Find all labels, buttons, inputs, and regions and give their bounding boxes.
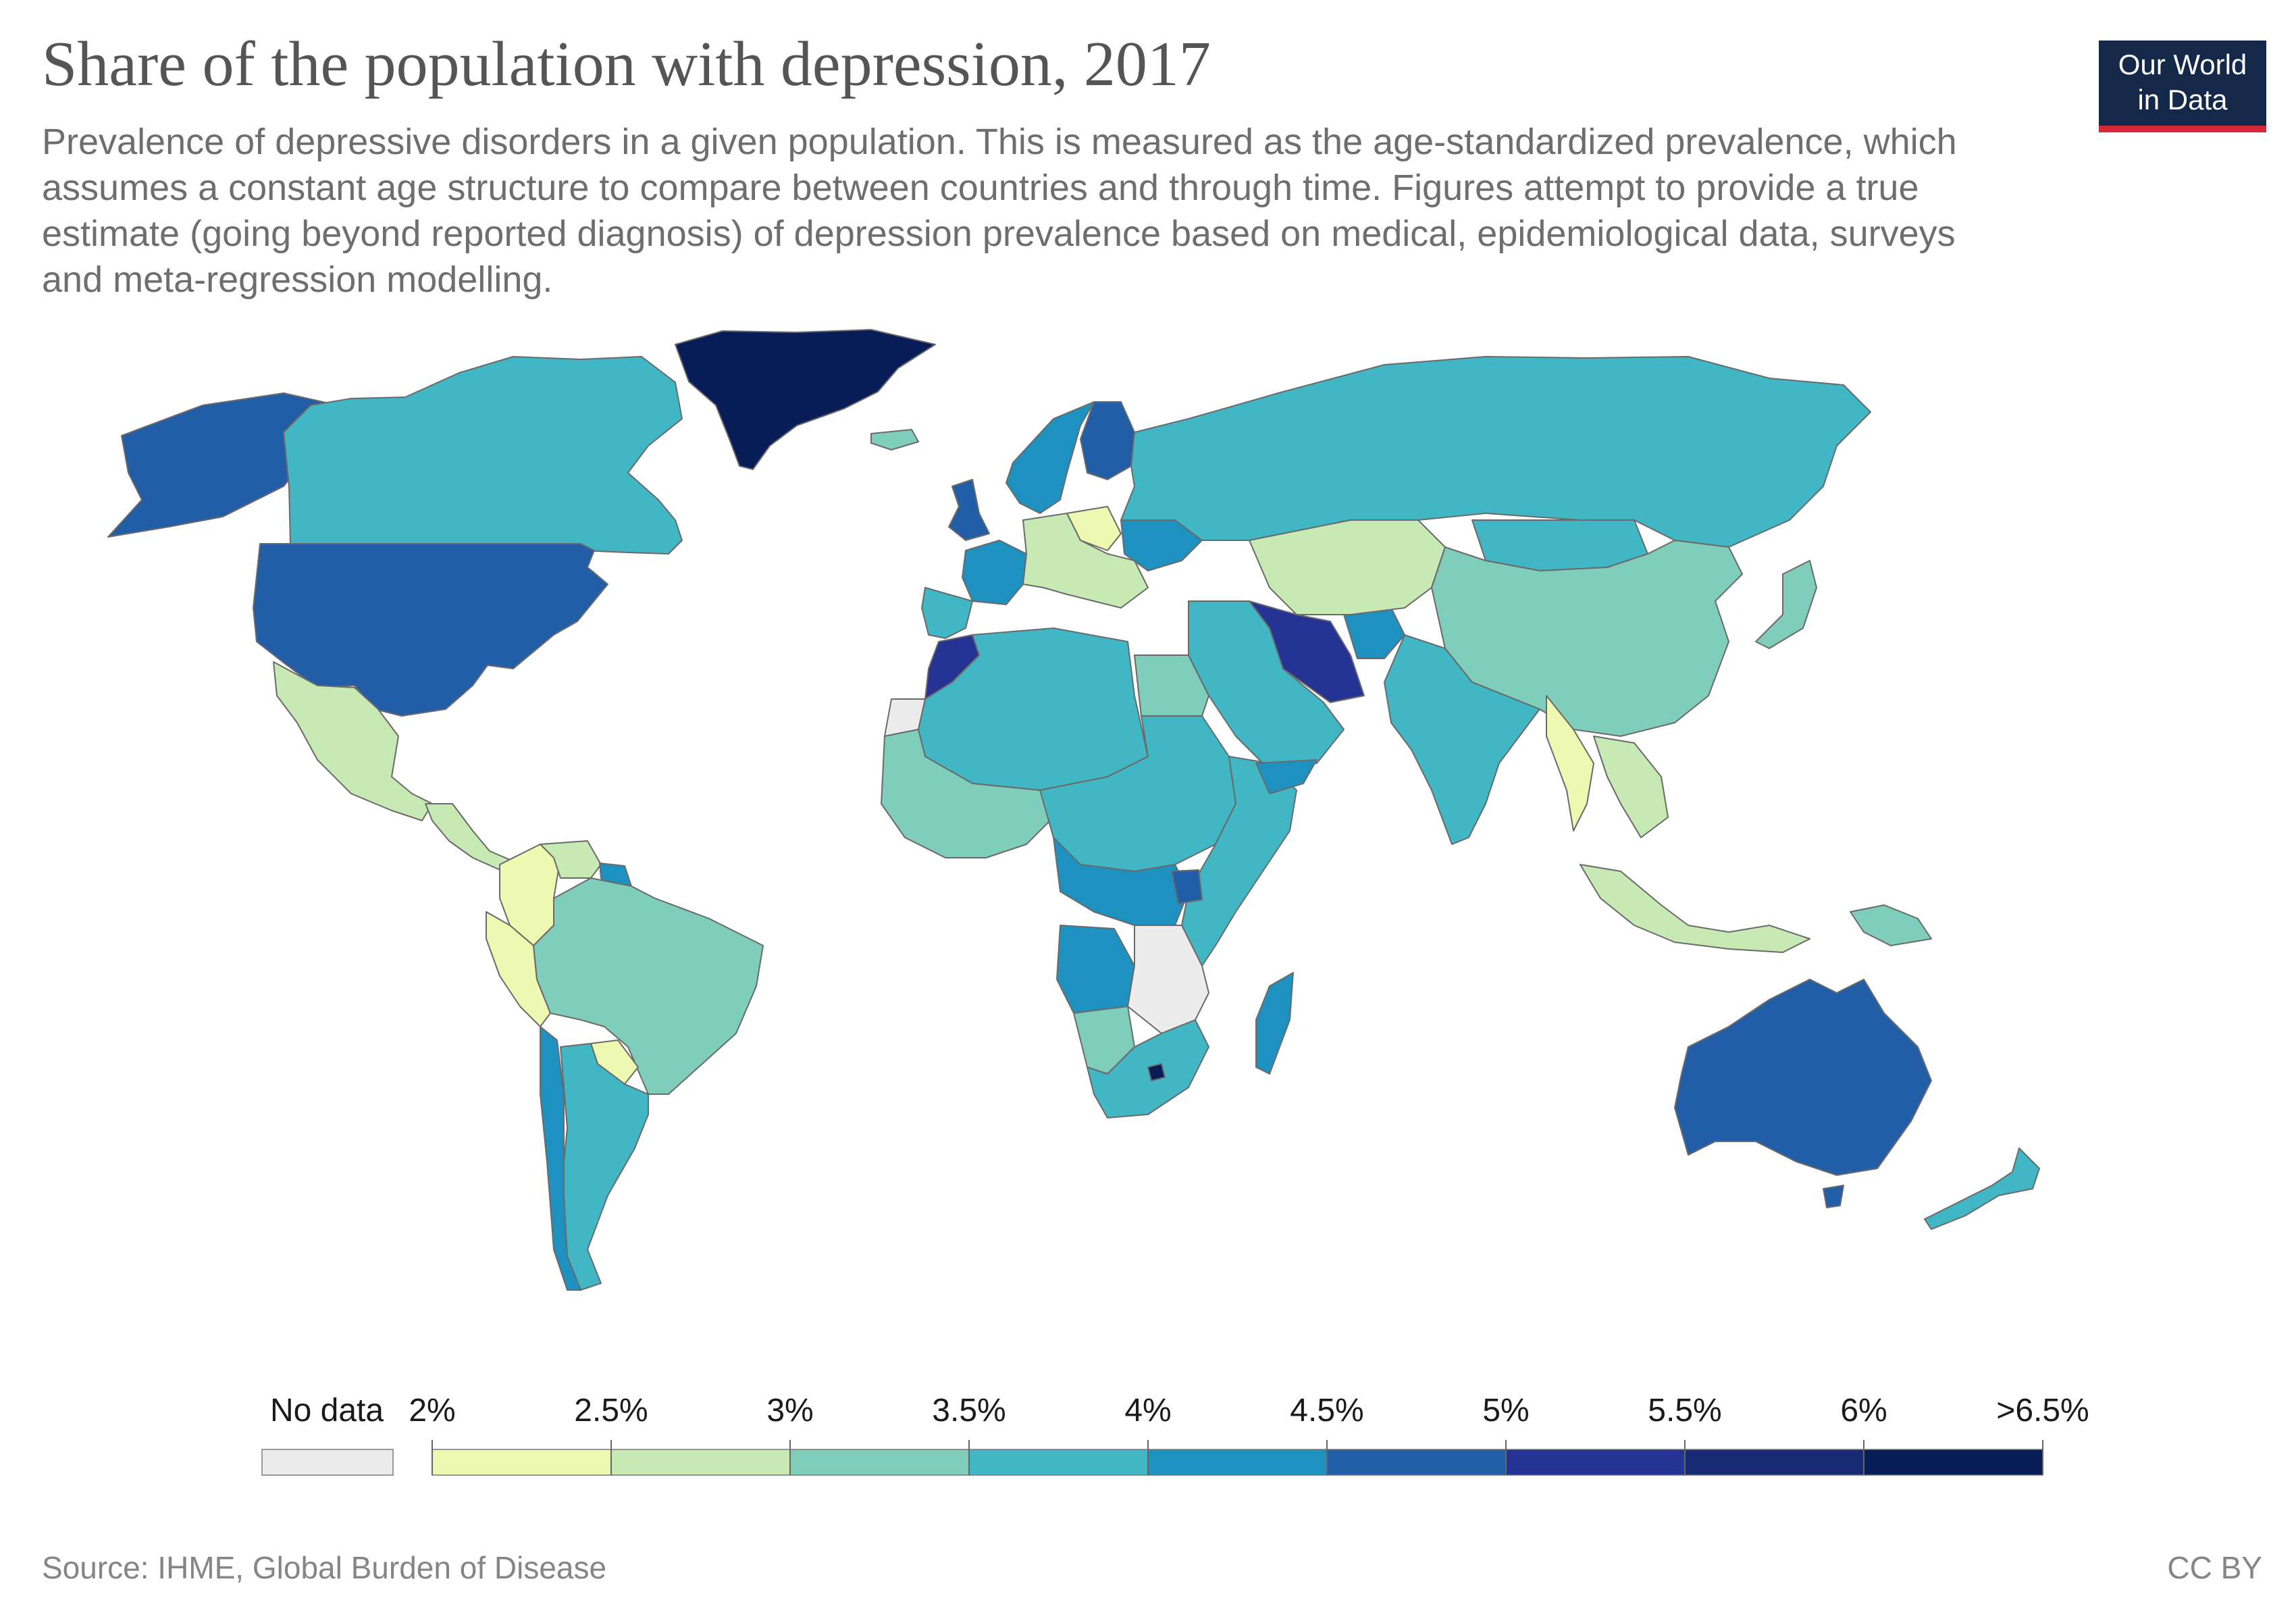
region-iran[interactable] [1249, 600, 1365, 703]
region-yemen[interactable] [1255, 759, 1317, 794]
region-france[interactable] [962, 540, 1027, 605]
region-australia[interactable] [1674, 979, 1932, 1176]
legend-bin[interactable] [1505, 1449, 1686, 1476]
legend-no-data-label: No data [270, 1393, 384, 1429]
legend-bin[interactable] [1863, 1449, 2043, 1476]
region-east-africa[interactable] [1181, 756, 1297, 967]
region-poland[interactable] [1066, 506, 1122, 551]
region-finland[interactable] [1080, 401, 1135, 480]
owid-logo[interactable]: Our World in Data [2099, 41, 2266, 132]
logo-line-1: Our World [2118, 49, 2247, 80]
legend-tick-label: 5.5% [1648, 1393, 1721, 1429]
region-chile[interactable] [540, 1026, 581, 1291]
region-madagascar[interactable] [1255, 972, 1294, 1075]
region-japan[interactable] [1755, 560, 1817, 649]
world-map [107, 329, 2040, 1291]
legend-bin[interactable] [610, 1449, 791, 1476]
region-papua-new-guinea[interactable] [1850, 904, 1932, 946]
region-new-zealand[interactable] [1924, 1148, 2040, 1230]
region-tasmania[interactable] [1823, 1185, 1844, 1208]
region-peru[interactable] [486, 911, 551, 1027]
legend-tick-label: 4.5% [1290, 1393, 1363, 1429]
region-india[interactable] [1384, 634, 1540, 845]
region-russia[interactable] [1120, 356, 1871, 548]
legend-bin[interactable] [968, 1449, 1149, 1476]
legend-tick-label: 6% [1840, 1393, 1887, 1429]
region-uganda[interactable] [1171, 869, 1203, 904]
region-united-states[interactable] [253, 543, 608, 717]
region-iberia[interactable] [921, 587, 973, 639]
region-southern-africa[interactable] [1127, 925, 1209, 1034]
region-iceland[interactable] [870, 429, 919, 451]
chart-title: Share of the population with depression,… [42, 29, 1211, 99]
legend-no-data-swatch [261, 1449, 394, 1476]
region-angola[interactable] [1056, 925, 1135, 1014]
legend-tick-label: >6.5% [1996, 1393, 2089, 1429]
legend-ticks: 2% 2.5% 3% 3.5% 4% 4.5% 5% 5.5% 6% >6.5% [409, 1393, 2089, 1475]
legend-bin[interactable] [432, 1449, 612, 1476]
region-central-asia[interactable] [1249, 519, 1446, 615]
region-southeast-asia[interactable] [1593, 736, 1669, 838]
region-alaska[interactable] [107, 392, 338, 538]
region-myanmar[interactable] [1546, 695, 1594, 831]
source-note: Source: IHME, Global Burden of Disease [42, 1550, 607, 1585]
legend-tick-label: 3.5% [932, 1393, 1006, 1429]
region-egypt[interactable] [1134, 654, 1209, 717]
region-central-america[interactable] [425, 803, 514, 872]
legend-bin[interactable] [789, 1449, 970, 1476]
legend-bin[interactable] [1147, 1449, 1328, 1476]
region-canada[interactable] [283, 356, 683, 555]
legend-bins [432, 1449, 2043, 1476]
region-lesotho[interactable] [1147, 1063, 1166, 1081]
legend-tick-label: 4% [1124, 1393, 1171, 1429]
region-greenland[interactable] [675, 329, 936, 470]
region-argentina[interactable] [560, 1043, 649, 1291]
region-scandinavia[interactable] [1006, 401, 1095, 514]
legend-bin[interactable] [1326, 1449, 1507, 1476]
region-congo[interactable] [1053, 837, 1189, 926]
map-legend: No data 2% 2.5% 3% 3.5% 4% 4.5% 5% 5.5% 6% >6.5% [261, 1393, 2089, 1476]
region-indonesia[interactable] [1580, 864, 1810, 953]
license-link[interactable]: CC BY [2167, 1550, 2262, 1585]
logo-line-2: in Data [2137, 84, 2228, 115]
legend-bin[interactable] [1684, 1449, 1864, 1476]
legend-tick-label: 3% [766, 1393, 813, 1429]
chart-subtitle: Prevalence of depressive disorders in a … [42, 122, 1957, 300]
region-brazil[interactable] [533, 877, 764, 1095]
legend-tick-label: 2.5% [574, 1393, 648, 1429]
region-afghanistan[interactable] [1343, 607, 1405, 659]
legend-tick-label: 2% [409, 1393, 455, 1429]
legend-tick-label: 5% [1482, 1393, 1529, 1429]
region-united-kingdom[interactable] [948, 479, 990, 541]
region-west-africa[interactable] [881, 729, 1054, 858]
